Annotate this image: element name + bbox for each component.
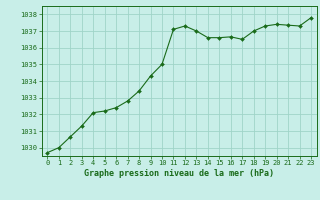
X-axis label: Graphe pression niveau de la mer (hPa): Graphe pression niveau de la mer (hPa) [84,169,274,178]
